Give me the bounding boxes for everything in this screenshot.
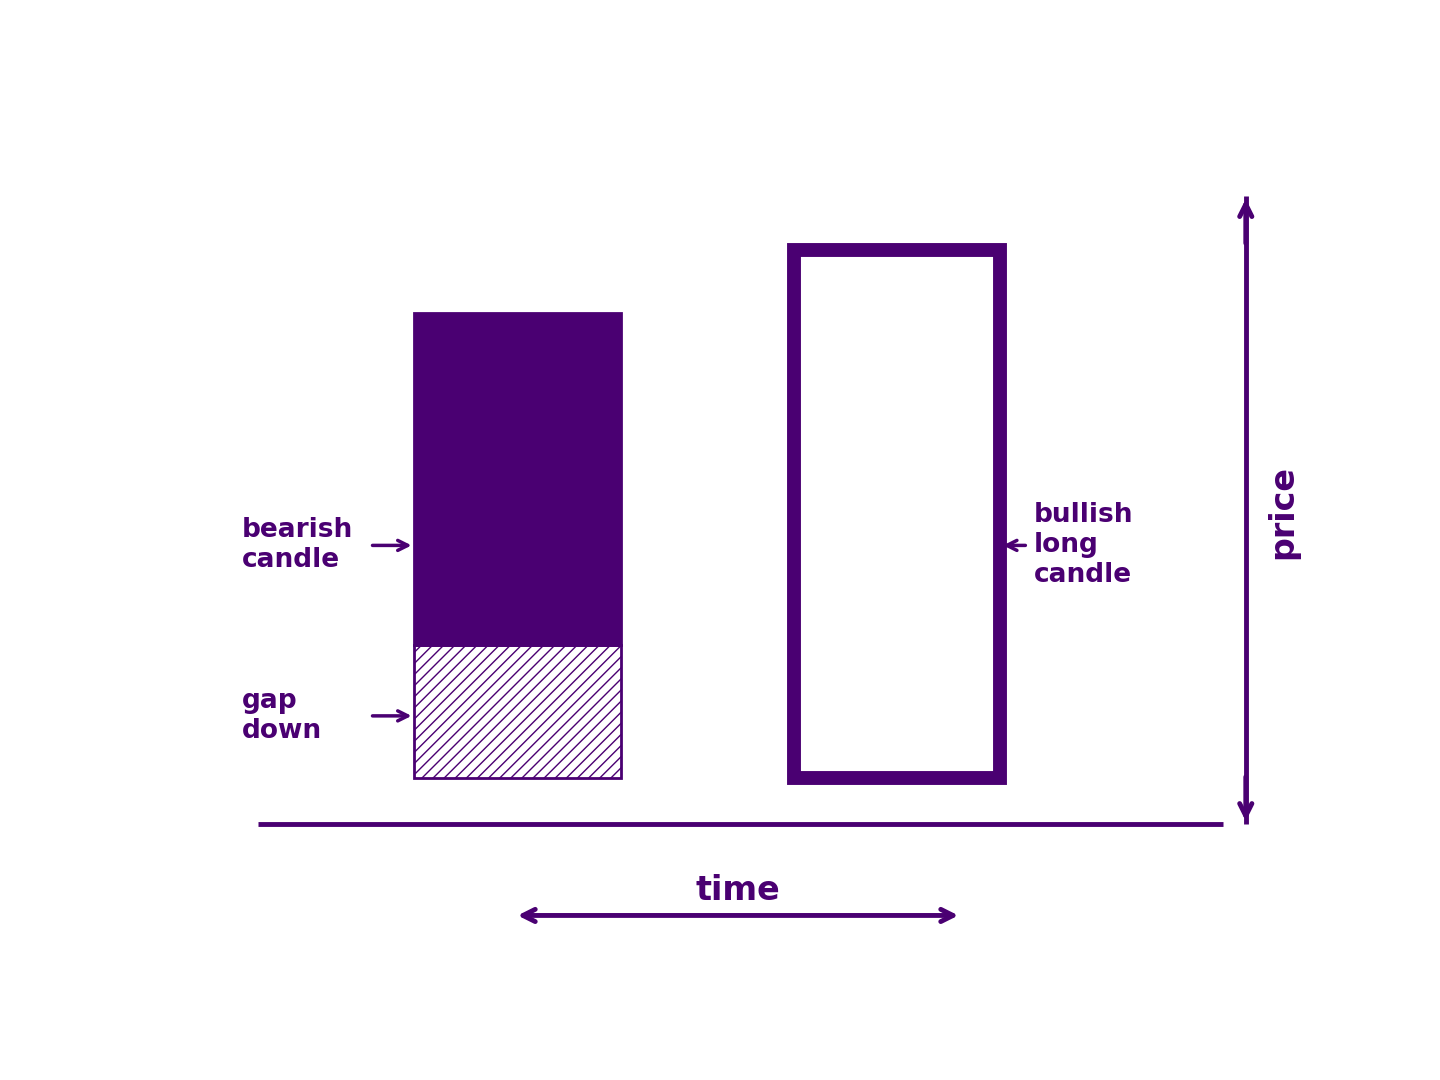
Text: bearish
candle: bearish candle bbox=[242, 517, 353, 573]
Text: time: time bbox=[696, 874, 780, 907]
Text: bullish
long
candle: bullish long candle bbox=[1034, 502, 1133, 589]
Bar bbox=[415, 312, 621, 645]
Bar bbox=[415, 645, 621, 779]
Bar bbox=[793, 251, 1001, 779]
Text: gap
down: gap down bbox=[242, 688, 321, 744]
Text: price: price bbox=[1266, 465, 1299, 559]
